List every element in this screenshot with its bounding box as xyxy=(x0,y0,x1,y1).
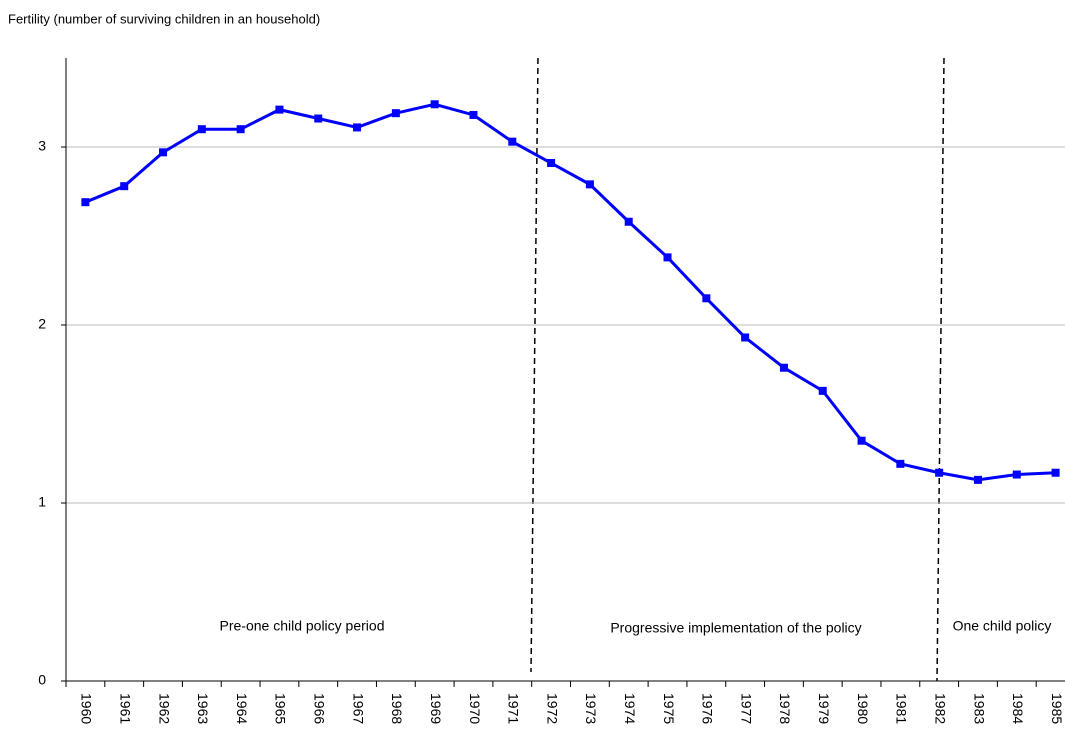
chart-title: Fertility (number of surviving children … xyxy=(8,11,320,26)
y-tick-label: 3 xyxy=(38,138,46,154)
x-tick-label: 1964 xyxy=(234,693,250,724)
marker xyxy=(314,114,323,123)
annotation: One child policy xyxy=(953,618,1052,634)
y-tick-label: 0 xyxy=(38,672,46,688)
x-tick-label: 1973 xyxy=(583,693,599,724)
marker xyxy=(547,159,556,168)
marker xyxy=(624,217,633,226)
marker xyxy=(275,105,284,114)
marker xyxy=(159,148,168,157)
x-tick-label: 1967 xyxy=(350,693,366,724)
marker xyxy=(353,123,362,132)
x-tick-label: 1966 xyxy=(312,693,328,724)
marker xyxy=(1051,468,1060,477)
marker xyxy=(896,459,905,468)
marker xyxy=(973,475,982,484)
marker xyxy=(779,363,788,372)
annotation: Pre-one child policy period xyxy=(220,618,385,634)
x-tick-label: 1978 xyxy=(777,693,793,724)
x-tick-label: 1979 xyxy=(816,693,832,724)
marker xyxy=(741,333,750,342)
x-tick-label: 1972 xyxy=(544,693,560,724)
marker xyxy=(935,468,944,477)
marker xyxy=(1012,470,1021,479)
x-tick-label: 1968 xyxy=(389,693,405,724)
marker xyxy=(702,294,711,303)
annotation: Progressive implementation of the policy xyxy=(610,620,861,636)
x-tick-label: 1983 xyxy=(971,693,987,724)
x-tick-label: 1981 xyxy=(894,693,910,724)
x-tick-label: 1976 xyxy=(700,693,716,724)
period-divider xyxy=(936,57,945,682)
x-tick-label: 1970 xyxy=(467,693,483,724)
x-tick-label: 1960 xyxy=(79,693,95,724)
marker xyxy=(236,125,245,134)
marker xyxy=(81,198,90,207)
x-tick-label: 1977 xyxy=(738,693,754,724)
y-tick-label: 2 xyxy=(38,316,46,332)
marker xyxy=(469,110,478,119)
marker xyxy=(585,180,594,189)
period-divider xyxy=(530,57,539,673)
x-tick-label: 1971 xyxy=(506,693,522,724)
x-tick-label: 1962 xyxy=(156,693,172,724)
x-tick-label: 1985 xyxy=(1049,693,1065,724)
marker xyxy=(391,109,400,118)
y-tick-label: 1 xyxy=(38,494,46,510)
x-tick-label: 1975 xyxy=(661,693,677,724)
x-tick-label: 1974 xyxy=(622,693,638,724)
x-tick-label: 1965 xyxy=(273,693,289,724)
x-tick-label: 1969 xyxy=(428,693,444,724)
marker xyxy=(857,436,866,445)
line xyxy=(84,102,1056,482)
marker xyxy=(430,100,439,109)
x-tick-label: 1980 xyxy=(855,693,871,724)
marker xyxy=(120,182,129,191)
marker xyxy=(508,137,517,146)
marker xyxy=(197,125,206,134)
x-tick-label: 1961 xyxy=(118,693,134,724)
marker xyxy=(818,386,827,395)
x-tick-label: 1963 xyxy=(195,693,211,724)
x-tick-label: 1984 xyxy=(1010,693,1026,724)
x-tick-label: 1982 xyxy=(932,693,948,724)
marker xyxy=(663,253,672,262)
